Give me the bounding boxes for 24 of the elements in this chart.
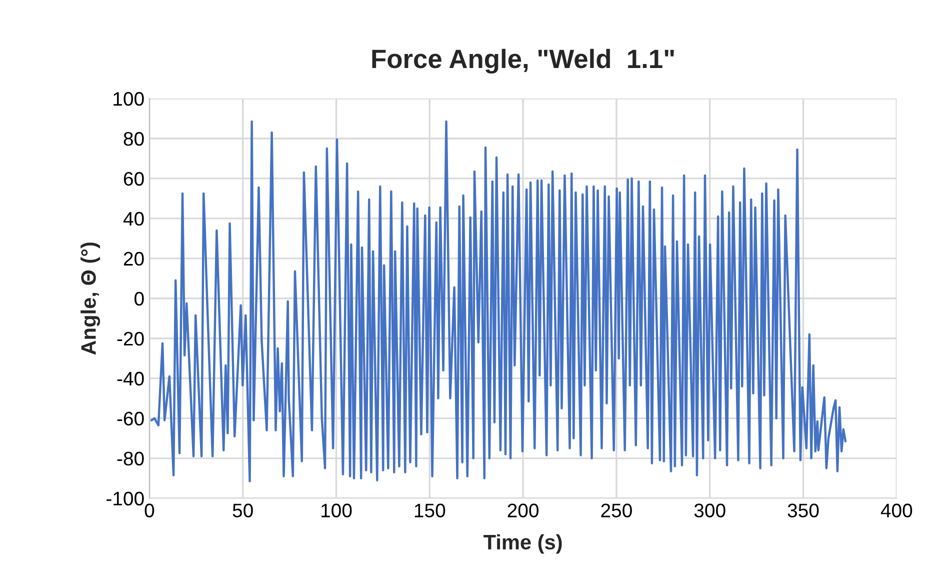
y-tick-label: 0	[134, 292, 144, 306]
line-series	[150, 120, 847, 482]
x-tick-label: 150	[414, 504, 446, 518]
x-axis-title: Time (s)	[484, 534, 562, 554]
chart-title: Force Angle, "Weld 1.1"	[372, 48, 674, 74]
y-tick-label: -60	[117, 412, 144, 426]
x-tick-label: 200	[508, 504, 538, 518]
y-tick-label: 20	[124, 252, 144, 266]
y-tick-label: 100	[114, 92, 144, 106]
y-tick-label: -20	[117, 332, 144, 346]
y-axis-title: Angle, Θ (°)	[80, 242, 100, 355]
x-tick-label: 100	[322, 504, 352, 518]
x-tick-label: 50	[232, 504, 253, 518]
x-tick-label: 300	[694, 504, 726, 518]
y-tick-label: -80	[117, 452, 144, 466]
x-tick-label: 250	[601, 504, 632, 518]
x-tick-label: 400	[880, 504, 912, 518]
y-tick-label: 40	[123, 212, 144, 226]
y-tick-label: 60	[124, 172, 144, 186]
x-tick-label: 0	[144, 504, 154, 518]
y-tick-label: -40	[117, 372, 144, 386]
x-tick-label: 350	[788, 504, 819, 518]
y-tick-label: 80	[124, 132, 144, 146]
y-tick-label: -100	[106, 492, 144, 506]
